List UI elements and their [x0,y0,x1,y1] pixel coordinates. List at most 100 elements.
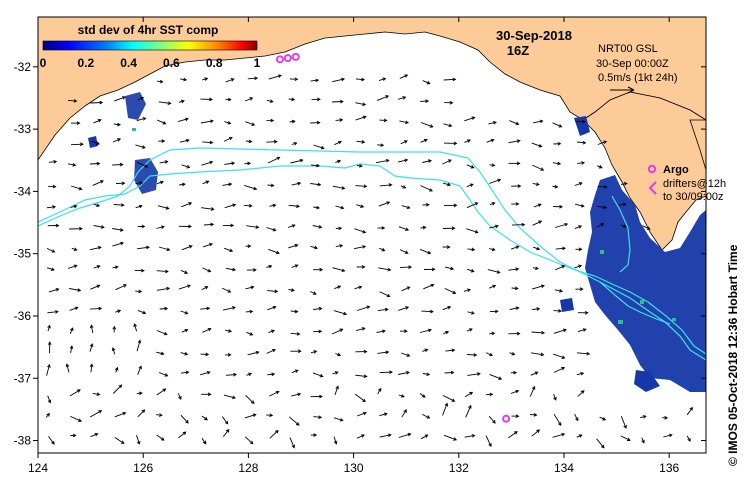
current-vector-head [96,265,101,269]
current-vector [202,243,213,248]
current-vector [529,386,536,397]
current-vector-head [120,203,125,207]
current-vector [266,414,273,416]
current-vector-head [387,433,392,438]
current-vector [244,414,256,419]
current-vector-head [144,164,149,168]
current-vector-head [389,370,393,375]
current-vector [574,203,584,207]
current-vector [90,364,93,373]
current-vector [70,205,77,208]
current-vector [225,267,236,271]
current-vector-head [361,77,366,82]
current-vector-head [580,371,585,376]
argo-markers [275,52,511,423]
current-vector [530,414,537,416]
current-vector-head [99,100,104,105]
current-vector [552,162,561,165]
current-vector [379,434,391,438]
current-vector-head [687,438,691,442]
current-vector-head [385,95,390,99]
y-tick-label: -37 [14,371,32,385]
current-vector [70,415,82,422]
current-vector-head [451,226,456,231]
current-vector-head [561,355,566,359]
current-vector-head [400,394,405,398]
current-vector-head [557,161,562,166]
current-vector [90,284,100,290]
current-vector-head [141,224,146,229]
current-vector [511,224,525,226]
current-vector-head [319,373,324,378]
current-vector-head [559,204,564,209]
current-vector-head [423,138,428,143]
current-vector [113,204,124,206]
current-vector [467,373,480,376]
current-vector [355,78,365,81]
current-vector [398,306,409,311]
current-vector [489,373,502,380]
current-vector [178,431,186,439]
current-vector [443,78,456,81]
current-vector-head [469,391,474,396]
current-vector-head [278,74,282,78]
current-vector-head [46,412,50,417]
current-vector [180,269,188,274]
current-vector-head [52,184,57,189]
current-vector-head [228,329,233,333]
current-vector-head [272,203,277,208]
current-vector [291,182,301,186]
current-vector [137,366,142,375]
current-vector [159,308,168,310]
current-vector-head [536,307,541,311]
x-tick-label: 124 [28,461,48,475]
current-vector-head [96,284,101,289]
current-vector-head [291,444,295,449]
current-vector [333,417,343,421]
current-vector [310,183,321,186]
current-vector [553,329,567,334]
current-vector [443,123,452,127]
current-vector-head [249,97,254,101]
current-vector-head [561,432,566,437]
current-vector-head [181,182,186,187]
current-vector-head [469,328,473,332]
current-vector [224,121,231,124]
current-vector [90,325,94,334]
current-vector [574,265,582,269]
current-vector-head [160,437,165,441]
current-vector [400,140,408,145]
current-vector-head [291,119,296,124]
current-vector-head [426,202,430,207]
current-vector [89,343,93,352]
current-vector-head [55,310,59,314]
current-vector [532,308,540,310]
current-vector [224,162,235,165]
current-vector-head [294,264,299,268]
current-vector-head [535,266,539,271]
current-vector-head [317,97,321,102]
current-vector [201,415,208,421]
colorbar-tick-label: 0.8 [206,56,223,70]
current-vector [532,182,539,186]
current-vector-head [160,351,165,356]
current-vector-head [362,229,367,234]
current-vector-head [316,205,321,210]
current-vector-head [73,264,78,269]
current-vector-head [403,140,408,144]
current-vector [533,246,540,250]
current-vector [156,226,165,229]
current-vector-head [386,293,391,298]
current-vector-head [582,140,587,145]
current-vector-head [515,121,520,126]
current-vector [331,101,343,103]
current-vector [200,120,214,124]
current-vector [533,203,542,208]
current-vector [222,306,236,311]
current-vector [114,437,125,444]
current-vector [224,204,236,209]
current-vector-head [138,204,143,209]
current-vector-head [269,99,274,103]
current-vector [268,74,282,80]
current-vector-head [467,288,471,293]
